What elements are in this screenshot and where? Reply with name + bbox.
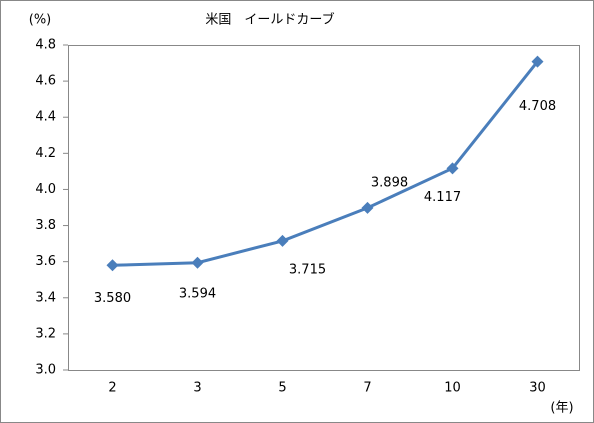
plot-frame bbox=[68, 45, 580, 371]
y-tick-label: 4.2 bbox=[35, 146, 56, 161]
y-tick-label: 3.0 bbox=[35, 363, 56, 378]
y-tick-label: 4.0 bbox=[35, 182, 56, 197]
x-tick-label: 5 bbox=[278, 381, 286, 396]
x-axis-label: (年) bbox=[550, 401, 573, 416]
line bbox=[112, 60, 539, 267]
x-tick-label: 7 bbox=[363, 381, 371, 396]
y-tick-label: 3.8 bbox=[35, 218, 56, 233]
y-tick-label: 4.6 bbox=[35, 74, 56, 89]
data-label: 4.708 bbox=[519, 99, 556, 114]
y-axis-label: (%) bbox=[29, 13, 52, 28]
marker bbox=[191, 256, 204, 269]
marker bbox=[106, 259, 119, 272]
marker bbox=[531, 55, 544, 68]
marker bbox=[361, 201, 374, 214]
x-tick-label: 10 bbox=[444, 381, 461, 396]
marker bbox=[276, 234, 289, 247]
y-tick-label: 3.4 bbox=[35, 290, 56, 305]
x-tick-label: 2 bbox=[108, 381, 116, 396]
chart-title: 米国 イールドカーブ bbox=[205, 12, 334, 28]
y-tick-label: 3.6 bbox=[35, 254, 56, 269]
data-label: 3.594 bbox=[179, 286, 216, 301]
data-label: 3.715 bbox=[289, 262, 326, 277]
x-tick-label: 30 bbox=[529, 381, 546, 396]
y-tick-label: 3.2 bbox=[35, 326, 56, 341]
data-label: 4.117 bbox=[424, 190, 461, 205]
x-tick-label: 3 bbox=[193, 381, 201, 396]
data-label: 3.580 bbox=[94, 291, 131, 306]
data-label: 3.898 bbox=[371, 175, 408, 190]
marker bbox=[446, 162, 459, 175]
y-tick-label: 4.8 bbox=[35, 38, 56, 53]
y-tick-label: 4.4 bbox=[35, 110, 56, 125]
